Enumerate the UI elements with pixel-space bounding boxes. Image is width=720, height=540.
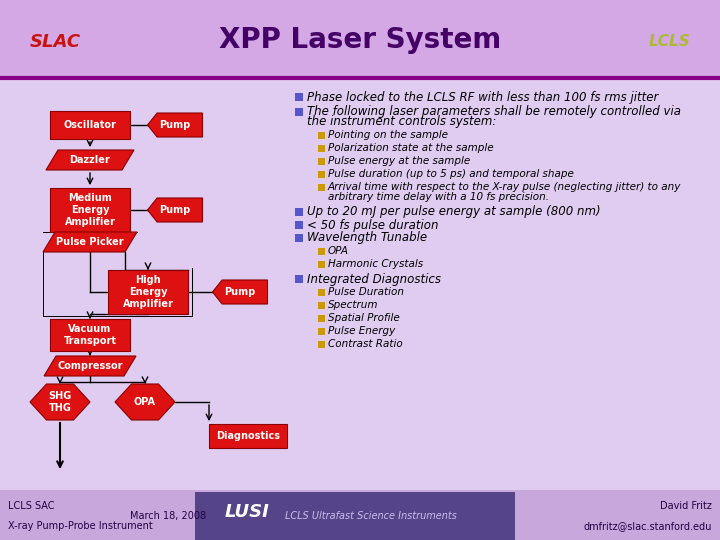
Bar — [318, 341, 325, 348]
Text: Pump: Pump — [159, 120, 191, 130]
Text: SHG
THG: SHG THG — [48, 391, 71, 413]
Text: Arrival time with respect to the X-ray pulse (neglecting jitter) to any: Arrival time with respect to the X-ray p… — [328, 182, 681, 192]
Text: Phase locked to the LCLS RF with less than 100 fs rms jitter: Phase locked to the LCLS RF with less th… — [307, 91, 658, 104]
Bar — [0, 490, 720, 540]
Text: X-ray Pump-Probe Instrument: X-ray Pump-Probe Instrument — [8, 521, 153, 531]
Text: Integrated Diagnostics: Integrated Diagnostics — [307, 273, 441, 286]
Text: Pulse energy at the sample: Pulse energy at the sample — [328, 156, 470, 166]
Text: Medium
Energy
Amplifier: Medium Energy Amplifier — [65, 193, 115, 227]
Text: Pulse Duration: Pulse Duration — [328, 287, 404, 297]
Bar — [318, 145, 325, 152]
Text: David Fritz: David Fritz — [660, 501, 712, 511]
Bar — [295, 221, 303, 229]
Text: Pulse Picker: Pulse Picker — [56, 237, 124, 247]
Text: dmfritz@slac.stanford.edu: dmfritz@slac.stanford.edu — [584, 521, 712, 531]
Bar — [50, 111, 130, 139]
Bar — [318, 314, 325, 321]
Bar — [318, 301, 325, 308]
Text: Dazzler: Dazzler — [70, 155, 110, 165]
Polygon shape — [43, 232, 137, 252]
Polygon shape — [44, 356, 136, 376]
Text: Pointing on the sample: Pointing on the sample — [328, 130, 448, 140]
Bar — [50, 319, 130, 351]
Polygon shape — [212, 280, 268, 304]
Text: LCLS SAC: LCLS SAC — [8, 501, 55, 511]
Bar — [0, 80, 720, 490]
Bar — [50, 188, 130, 232]
Text: OPA: OPA — [134, 397, 156, 407]
Text: the instrument controls system:: the instrument controls system: — [307, 116, 496, 129]
Bar — [295, 93, 303, 101]
Text: Vacuum
Transport: Vacuum Transport — [63, 324, 117, 346]
Text: LCLS Ultrafast Science Instruments: LCLS Ultrafast Science Instruments — [285, 511, 457, 521]
Bar — [0, 492, 720, 540]
Bar — [318, 260, 325, 267]
Text: XPP Laser System: XPP Laser System — [219, 26, 501, 54]
Text: SLAC: SLAC — [30, 33, 81, 51]
Text: < 50 fs pulse duration: < 50 fs pulse duration — [307, 219, 438, 232]
Bar — [195, 492, 515, 540]
Text: Compressor: Compressor — [58, 361, 122, 371]
Text: Polarization state at the sample: Polarization state at the sample — [328, 143, 494, 153]
Text: Contrast Ratio: Contrast Ratio — [328, 339, 402, 349]
Text: Pulse duration (up to 5 ps) and temporal shape: Pulse duration (up to 5 ps) and temporal… — [328, 169, 574, 179]
Text: March 18, 2008: March 18, 2008 — [130, 511, 206, 521]
Polygon shape — [46, 150, 134, 170]
Bar — [0, 0, 720, 78]
Text: Pump: Pump — [225, 287, 256, 297]
Polygon shape — [115, 384, 175, 420]
Text: Pump: Pump — [159, 205, 191, 215]
Text: Oscillator: Oscillator — [63, 120, 117, 130]
Bar — [0, 0, 720, 80]
Text: Pulse Energy: Pulse Energy — [328, 326, 395, 336]
Bar — [295, 108, 303, 116]
Text: Spectrum: Spectrum — [328, 300, 379, 310]
Bar — [295, 234, 303, 242]
Text: LCLS: LCLS — [649, 35, 691, 50]
Bar — [318, 132, 325, 138]
Text: Wavelength Tunable: Wavelength Tunable — [307, 232, 427, 245]
Bar — [295, 208, 303, 216]
Text: Harmonic Crystals: Harmonic Crystals — [328, 259, 423, 269]
Text: Up to 20 mJ per pulse energy at sample (800 nm): Up to 20 mJ per pulse energy at sample (… — [307, 206, 600, 219]
Bar — [108, 270, 188, 314]
Text: Diagnostics: Diagnostics — [216, 431, 280, 441]
Bar — [318, 327, 325, 334]
Bar — [209, 424, 287, 448]
Text: OPA: OPA — [328, 246, 349, 256]
Bar — [295, 275, 303, 283]
Bar — [318, 247, 325, 254]
Polygon shape — [148, 198, 202, 222]
Text: Spatial Profile: Spatial Profile — [328, 313, 400, 323]
Text: High
Energy
Amplifier: High Energy Amplifier — [122, 275, 174, 308]
Text: LUSI: LUSI — [225, 503, 270, 521]
Bar — [318, 184, 325, 191]
Polygon shape — [148, 113, 202, 137]
Text: arbitrary time delay with a 10 fs precision.: arbitrary time delay with a 10 fs precis… — [328, 192, 549, 202]
Polygon shape — [30, 384, 90, 420]
Bar — [318, 171, 325, 178]
Bar — [318, 288, 325, 295]
Text: The following laser parameters shall be remotely controlled via: The following laser parameters shall be … — [307, 105, 681, 118]
Bar — [318, 158, 325, 165]
